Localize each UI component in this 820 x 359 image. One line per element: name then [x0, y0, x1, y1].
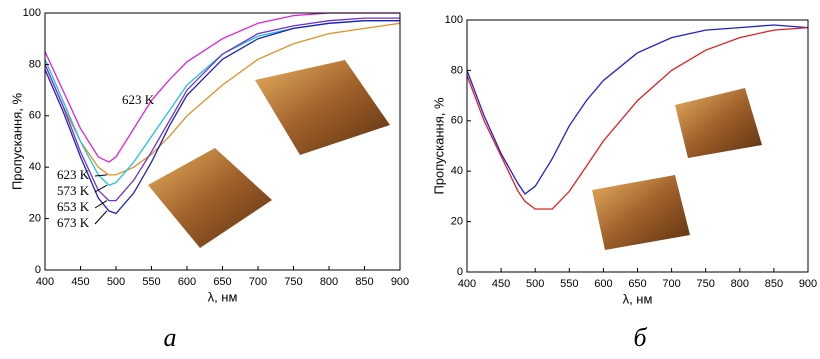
x-tick-label: 650	[213, 276, 231, 288]
x-tick-label: 850	[355, 276, 373, 288]
x-tick-label: 400	[458, 278, 476, 290]
spectrum-line	[44, 20, 400, 215]
x-tick-label: 550	[560, 278, 578, 290]
x-tick-label: 700	[249, 276, 267, 288]
label-leader	[94, 210, 108, 225]
series-label: 673 K	[57, 215, 90, 230]
chart: 400 450 500 550 600 650 700 750 800 850 900 0 20 40 60…	[431, 14, 817, 352]
x-tick-label: 400	[36, 276, 54, 288]
y-tick-label: 80	[451, 64, 463, 76]
x-tick-label: 850	[765, 278, 783, 290]
y-tick-label: 0	[35, 264, 41, 276]
x-tick-label: 550	[142, 276, 160, 288]
y-tick-label: 60	[29, 110, 41, 122]
panel-label: б	[633, 323, 647, 352]
y-tick-label: 20	[29, 213, 41, 225]
x-tick-label: 600	[594, 278, 612, 290]
x-tick-label: 750	[284, 276, 302, 288]
label-leader	[94, 184, 108, 193]
y-tick-label: 80	[29, 58, 41, 70]
label-leader	[94, 174, 107, 177]
spectrum-line	[44, 17, 400, 202]
chart: 400 450 500 550 600 650 700 750 800 850 900 0 20 40 60…	[9, 7, 409, 352]
x-tick-label: 900	[799, 278, 817, 290]
afm-image	[148, 148, 272, 248]
series-label: 653 K	[57, 199, 90, 214]
x-tick-label: 700	[662, 278, 680, 290]
x-tick-label: 600	[178, 276, 196, 288]
y-tick-label: 40	[451, 165, 463, 177]
series-label: 623 K	[57, 167, 90, 182]
y-axis-label: Пропускання, %	[431, 97, 446, 195]
x-tick-label: 800	[731, 278, 749, 290]
y-tick-label: 0	[457, 266, 463, 278]
x-tick-label: 450	[71, 276, 89, 288]
x-tick-label: 500	[526, 278, 544, 290]
y-tick-label: 60	[451, 115, 463, 127]
x-axis-label: λ, нм	[208, 289, 238, 304]
y-tick-label: 40	[29, 161, 41, 173]
afm-image	[255, 60, 390, 155]
x-tick-label: 800	[320, 276, 338, 288]
spectrum-line	[466, 26, 809, 210]
panel-label: а	[164, 323, 177, 352]
afm-image	[592, 175, 690, 250]
x-axis-label: λ, нм	[623, 291, 653, 306]
x-tick-label: 650	[628, 278, 646, 290]
x-tick-label: 450	[492, 278, 510, 290]
spectrum-line	[44, 12, 400, 163]
x-tick-label: 750	[697, 278, 715, 290]
spectrum-line	[466, 24, 809, 195]
y-tick-label: 20	[451, 216, 463, 228]
x-tick-label: 900	[391, 276, 409, 288]
x-tick-label: 500	[107, 276, 125, 288]
y-tick-label: 100	[23, 7, 41, 19]
annotation: 623 K	[122, 92, 155, 107]
label-leader	[94, 200, 108, 209]
afm-image	[675, 88, 762, 158]
inset-images	[148, 60, 762, 250]
y-axis-label: Пропускання, %	[9, 93, 24, 191]
series-label: 573 K	[57, 183, 90, 198]
y-tick-label: 100	[445, 14, 463, 26]
